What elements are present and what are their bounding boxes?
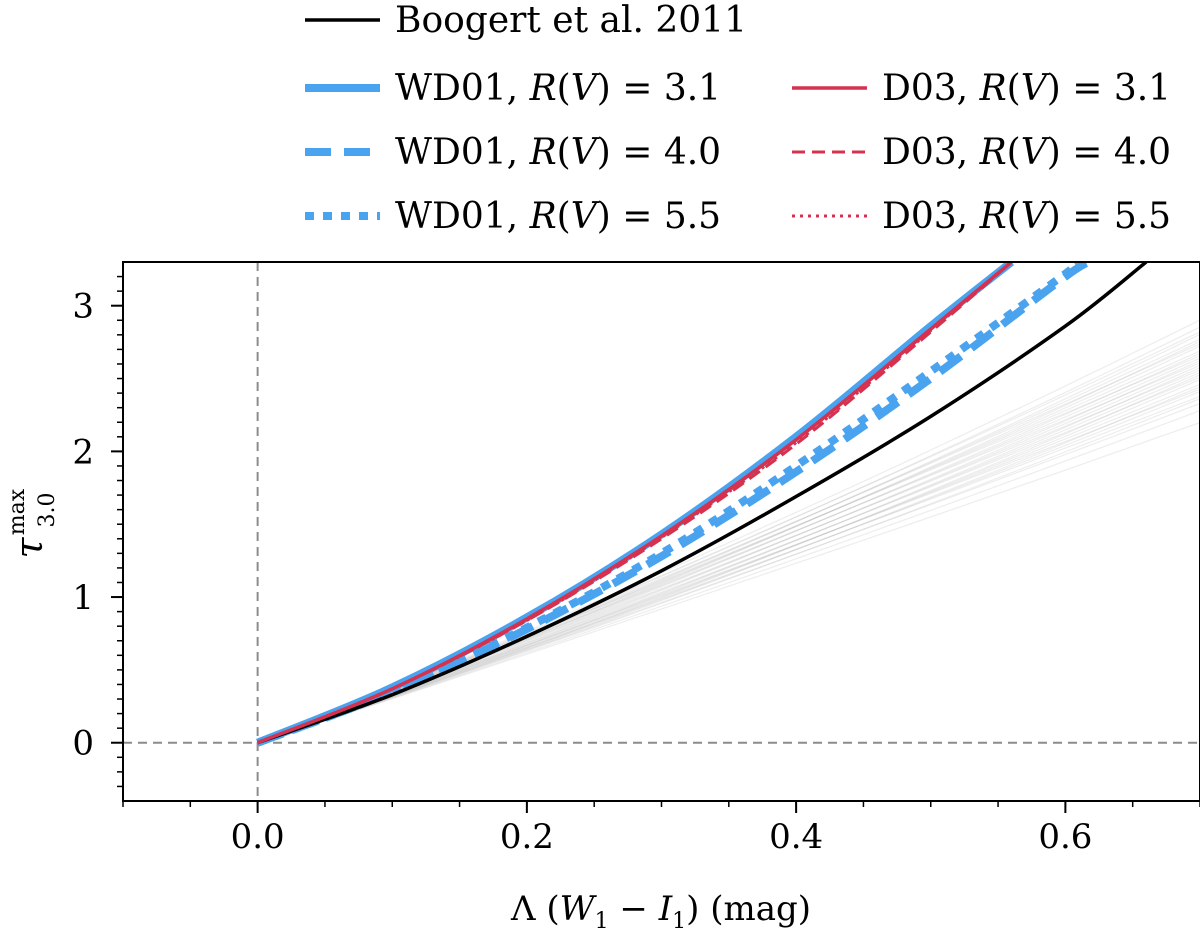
series-line [257,262,1148,745]
legend-label: D03, R(V) = 4.0 [882,132,1171,173]
svg-text:max: max [5,488,30,535]
band-curve [257,395,1200,744]
series-line [256,262,1014,747]
legend-item: WD01, R(V) = 5.5 [305,196,721,237]
legend-item: WD01, R(V) = 3.1 [305,68,721,109]
legend-item: WD01, R(V) = 4.0 [305,132,721,173]
axis-ticks: 0.0 0.2 0.4 0.6 0 1 2 3 [72,275,1200,857]
band-curve [257,398,1200,744]
band-curve [257,421,1200,744]
x-tick-label: 0.2 [500,817,554,857]
band-curve [257,386,1200,744]
series-line [256,262,1085,747]
legend-item: D03, R(V) = 3.1 [792,68,1171,109]
legend-label: WD01, R(V) = 5.5 [395,196,721,237]
band-curve [257,319,1200,744]
x-tick-label: 0.0 [231,817,285,857]
band-curve [257,333,1200,744]
band-curve [257,390,1200,744]
legend-item: D03, R(V) = 4.0 [792,132,1171,173]
y-tick-label: 0 [72,724,94,764]
band-curve [257,374,1200,744]
band-curve [257,331,1200,744]
series-line [257,262,1013,745]
series-line [256,262,1013,745]
plot-area: 0.0 0.2 0.4 0.6 0 1 2 3 [72,261,1200,857]
band-curve [257,378,1200,744]
legend-item: Boogert et al. 2011 [305,0,747,41]
band-curve [257,409,1200,744]
x-tick-label: 0.6 [1038,817,1092,857]
legend-label: D03, R(V) = 5.5 [882,196,1171,237]
y-tick-label: 1 [72,578,94,618]
legend-label: WD01, R(V) = 3.1 [395,68,721,109]
y-tick-label: 2 [72,432,94,472]
legend-label: D03, R(V) = 3.1 [882,68,1171,109]
legend-item: D03, R(V) = 5.5 [792,196,1171,237]
x-tick-label: 0.4 [769,817,823,857]
band-curve [257,402,1200,744]
series-line [256,262,1095,747]
series-line [257,262,1013,745]
y-tick-label: 3 [72,287,94,327]
legend: Boogert et al. 2011 WD01, R(V) = 3.1 WD01,… [305,0,1171,237]
series-group [256,262,1148,747]
svg-text:τ: τ [7,537,51,559]
legend-label: Boogert et al. 2011 [395,0,747,41]
legend-label: WD01, R(V) = 4.0 [395,132,721,173]
x-axis-label: Λ (W1 − I1) (mag) [510,889,811,934]
svg-text:3.0: 3.0 [35,493,60,528]
band-curve [257,326,1200,744]
uncertainty-band [257,319,1200,744]
